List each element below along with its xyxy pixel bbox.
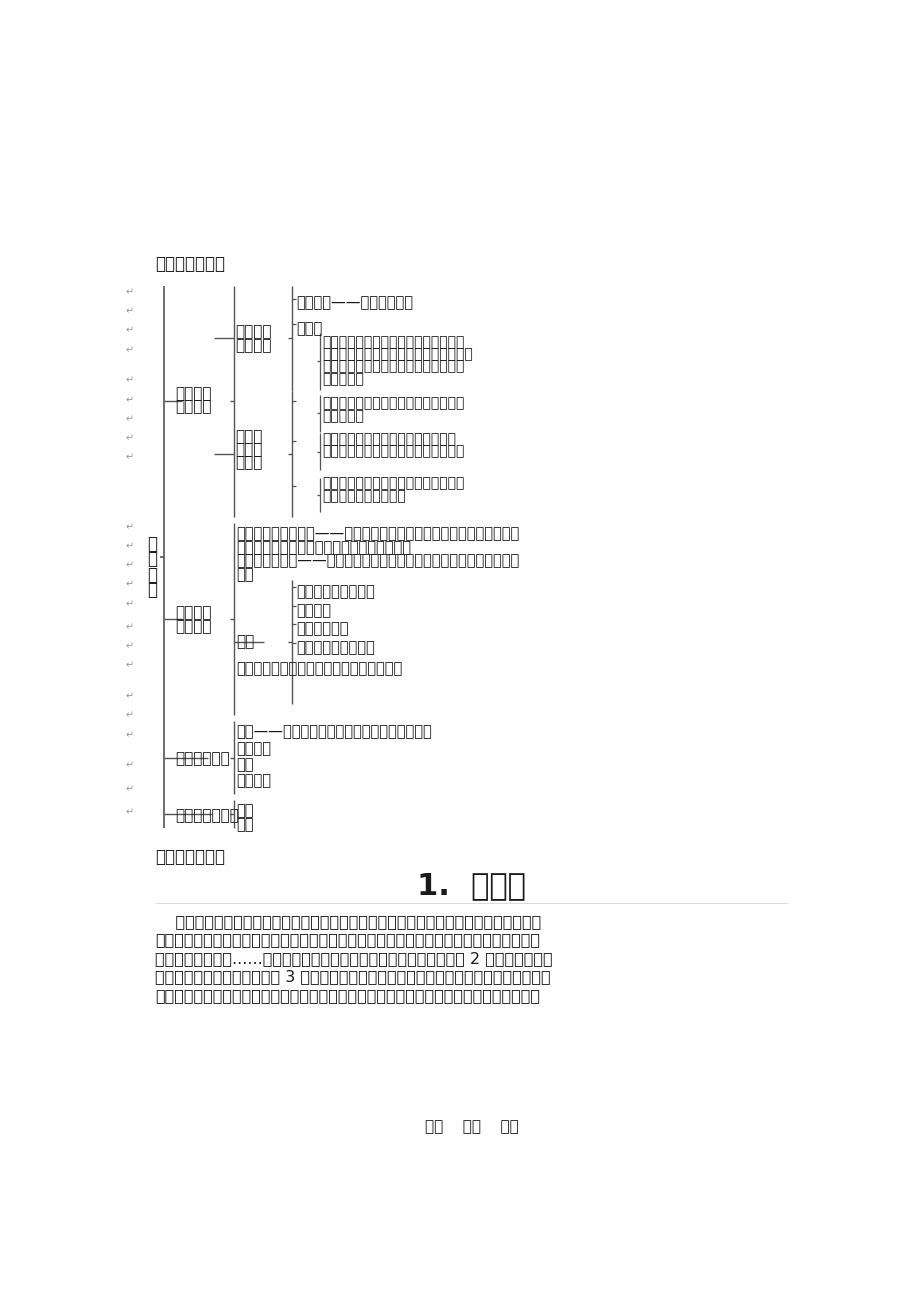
Text: ↵: ↵	[126, 599, 134, 609]
Text: 科学家: 科学家	[235, 456, 262, 470]
Text: 胚芽鞘顶尖产生的刺激可以透过琼脂片: 胚芽鞘顶尖产生的刺激可以透过琼脂片	[323, 397, 465, 410]
Text: 发现过程: 发现过程	[235, 339, 271, 353]
Text: 物质，并命名为生长素: 物质，并命名为生长素	[323, 488, 406, 503]
Text: 信息: 信息	[235, 568, 253, 582]
Text: ↵: ↵	[126, 560, 134, 570]
Text: 单子叶植物发芽时，保护胚芽萌发的外壳。胚芽从胚芽鞘中抽出的是一片只有叶鞘而没: 单子叶植物发芽时，保护胚芽萌发的外壳。胚芽从胚芽鞘中抽出的是一片只有叶鞘而没	[155, 914, 541, 928]
Text: 生理作用: 生理作用	[235, 773, 270, 788]
Text: 物: 物	[147, 551, 157, 569]
Text: 激: 激	[147, 566, 157, 583]
Text: 激，当这种刺激传递到下部的伸长区时，: 激，当这种刺激传递到下部的伸长区时，	[323, 348, 473, 361]
Text: 促进扦插枝条的生根: 促进扦插枝条的生根	[296, 639, 375, 655]
Text: 现向光性。: 现向光性。	[323, 372, 364, 385]
Text: ↵: ↵	[126, 414, 134, 424]
Text: 概念: 概念	[235, 803, 253, 818]
Text: 参与的: 参与的	[235, 443, 262, 457]
Text: ↵: ↵	[126, 579, 134, 590]
Text: 1.  胚芽鞘: 1. 胚芽鞘	[416, 871, 526, 900]
Text: ↵: ↵	[126, 784, 134, 794]
Text: 会造成背光面比向光面生长快，因而出: 会造成背光面比向光面生长快，因而出	[323, 359, 465, 374]
Text: 植物生长: 植物生长	[176, 385, 211, 401]
Text: 生长素作用特点——不直接参与细胞代谢，而是给细胞传达一种调节的: 生长素作用特点——不直接参与细胞代谢，而是给细胞传达一种调节的	[235, 553, 518, 569]
Text: ↵: ↵	[126, 622, 134, 631]
Text: ↵: ↵	[126, 542, 134, 551]
Text: 获得无籽果实: 获得无籽果实	[296, 621, 348, 637]
Text: ↵: ↵	[126, 711, 134, 720]
Text: ↵: ↵	[126, 760, 134, 771]
Text: 传递给下部: 传递给下部	[323, 409, 364, 423]
Text: ↵: ↵	[126, 642, 134, 651]
Text: 有叶片的不完全叶。不久，抽出具有叶鞘和叶片的第一片完全叶，以后抽出的叶，按顺序分: 有叶片的不完全叶。不久，抽出具有叶鞘和叶片的第一片完全叶，以后抽出的叶，按顺序分	[155, 932, 539, 948]
Text: ↵: ↵	[126, 345, 134, 355]
Text: 里来的呢？答案是靠水稻种子自身的贮藏器官胚乳提供的。在幼苗生长到三叶期以前，主要: 里来的呢？答案是靠水稻种子自身的贮藏器官胚乳提供的。在幼苗生长到三叶期以前，主要	[155, 988, 539, 1003]
Text: 其他植物激素: 其他植物激素	[176, 751, 230, 767]
Text: ↵: ↵	[126, 395, 134, 405]
Text: 胚芽鞘的弯曲生长是因为顶尖产生的: 胚芽鞘的弯曲生长是因为顶尖产生的	[323, 432, 456, 445]
Text: ↵: ↵	[126, 453, 134, 462]
Text: （二）知识网络: （二）知识网络	[155, 255, 225, 273]
Text: 素的发现: 素的发现	[176, 400, 211, 414]
Text: 生长素的: 生长素的	[176, 605, 211, 620]
Text: ↵: ↵	[126, 376, 134, 385]
Text: 植物生长调节剂: 植物生长调节剂	[176, 807, 239, 823]
Text: 生长素的: 生长素的	[235, 324, 271, 340]
Text: ↵: ↵	[126, 434, 134, 444]
Text: ↵: ↵	[126, 288, 134, 297]
Text: 作用: 作用	[236, 634, 255, 650]
Text: ↵: ↵	[126, 326, 134, 336]
Text: 促进结实: 促进结实	[296, 603, 331, 618]
Text: 一片叶的抽出过程中还会长出 3 条不定根，这样一株幼苗就形成了。幼苗生长的营养是从哪: 一片叶的抽出过程中还会长出 3 条不定根，这样一株幼苗就形成了。幼苗生长的营养是…	[155, 970, 550, 984]
Text: 探索生长素类似物促进插条生根的最适浓度: 探索生长素类似物促进插条生根的最适浓度	[235, 661, 402, 676]
Text: ↵: ↵	[126, 691, 134, 702]
Text: 种类——赤霉素、细胞分裂素、脱落酸、乙烯等: 种类——赤霉素、细胞分裂素、脱落酸、乙烯等	[235, 724, 431, 740]
Text: 分布: 分布	[235, 756, 253, 772]
Text: 生长素作用的两重性——既能促进生长也能抑制生长；既能促进发芽也: 生长素作用的两重性——既能促进生长也能抑制生长；既能促进发芽也	[235, 526, 518, 540]
Text: 防止果实和叶片脱落: 防止果实和叶片脱落	[296, 585, 375, 599]
Text: 用心    爱心    专心: 用心 爱心 专心	[425, 1118, 517, 1134]
Text: ↵: ↵	[126, 730, 134, 740]
Text: ↵: ↵	[126, 660, 134, 671]
Text: ↵: ↵	[126, 807, 134, 816]
Text: 应用: 应用	[235, 816, 253, 832]
Text: （三）疑难解析: （三）疑难解析	[155, 848, 225, 866]
Text: 合成部位: 合成部位	[235, 741, 270, 755]
Text: 单侧光照射使胚芽鞘的尖端产生某种刺: 单侧光照射使胚芽鞘的尖端产生某种刺	[323, 335, 465, 349]
Text: 生理作用: 生理作用	[176, 618, 211, 634]
Text: 植: 植	[147, 535, 157, 553]
Text: 达尔文: 达尔文	[296, 322, 323, 336]
Text: 使用材料——金丝雀鹦草等: 使用材料——金丝雀鹦草等	[296, 296, 413, 311]
Text: 某种刺激在其下部分布不均匀造成的。: 某种刺激在其下部分布不均匀造成的。	[323, 444, 465, 458]
Text: ↵: ↵	[126, 522, 134, 533]
Text: 别叫做第二、第三......叶。当第一片叶刚抽出时，在芽鞘节上开始长出 2 条不定根，在第: 别叫做第二、第三......叶。当第一片叶刚抽出时，在芽鞘节上开始长出 2 条不…	[155, 950, 552, 966]
Text: 素: 素	[147, 581, 157, 599]
Text: ↵: ↵	[126, 306, 134, 316]
Text: 能抑制发芽；既能防止落花落果也能疏花疏果: 能抑制发芽；既能防止落花落果也能疏花疏果	[235, 540, 411, 555]
Text: 过程及: 过程及	[235, 430, 262, 444]
Text: 造成胚芽鞘弯曲的刺激确实是一种化学: 造成胚芽鞘弯曲的刺激确实是一种化学	[323, 477, 465, 491]
